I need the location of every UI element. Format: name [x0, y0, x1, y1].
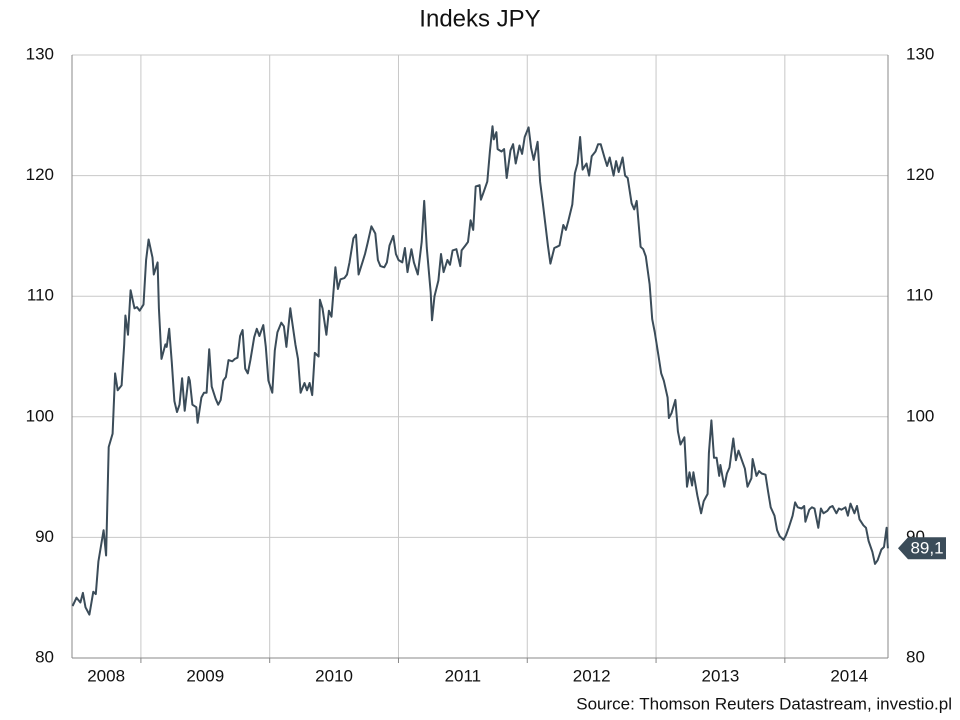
y-tick-label: 80	[35, 647, 54, 666]
last-value-label: 89,1	[910, 539, 943, 558]
last-value-flag	[898, 537, 946, 560]
x-tick-label: 2009	[186, 666, 224, 685]
y2-tick-label: 120	[906, 165, 934, 184]
y2-tick-label: 130	[906, 44, 934, 63]
y-tick-label: 130	[26, 44, 54, 63]
x-tick-label: 2013	[702, 666, 740, 685]
chart-title: Indeks JPY	[419, 5, 540, 32]
y-tick-label: 100	[26, 406, 54, 425]
x-tick-label: 2010	[315, 666, 353, 685]
y2-tick-label: 100	[906, 406, 934, 425]
x-tick-label: 2012	[573, 666, 611, 685]
y2-tick-label: 110	[906, 286, 933, 305]
y-tick-label: 90	[35, 527, 54, 546]
x-tick-label: 2008	[87, 666, 125, 685]
data-line	[71, 125, 889, 616]
y2-tick-label: 80	[906, 647, 925, 666]
y-tick-label: 110	[27, 286, 54, 305]
source-note: Source: Thomson Reuters Datastream, inve…	[576, 694, 952, 713]
x-tick-label: 2014	[830, 666, 868, 685]
x-tick-label: 2011	[445, 666, 482, 685]
y-tick-label: 120	[26, 165, 54, 184]
